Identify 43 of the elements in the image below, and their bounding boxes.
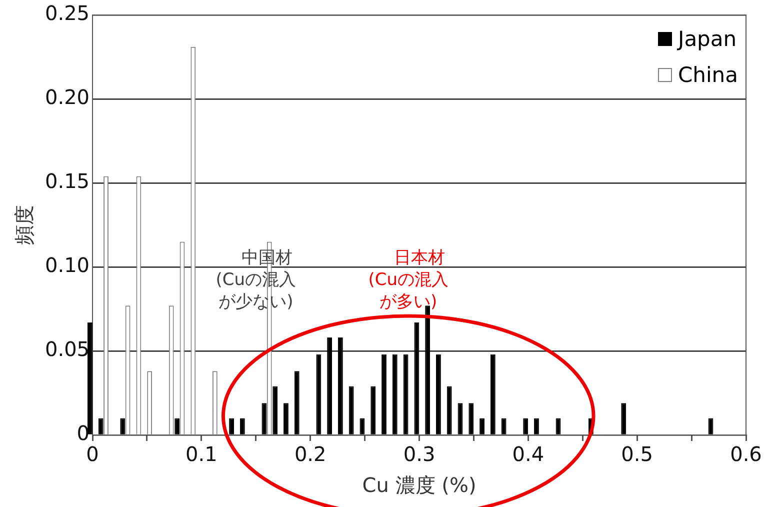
bar bbox=[294, 371, 300, 434]
bar bbox=[98, 418, 104, 434]
bar bbox=[534, 418, 539, 434]
bar bbox=[229, 418, 234, 434]
bar bbox=[174, 418, 180, 434]
bar bbox=[523, 418, 528, 434]
bar bbox=[436, 354, 441, 434]
y-tick-label: 0.05 bbox=[45, 337, 90, 362]
bar bbox=[468, 403, 474, 434]
bar bbox=[240, 418, 245, 434]
bar bbox=[370, 386, 376, 434]
bar bbox=[490, 354, 496, 434]
bar bbox=[392, 354, 398, 434]
x-axis-title: Cu 濃度 (%) bbox=[362, 473, 476, 498]
x-tick-label: 0.6 bbox=[730, 442, 762, 466]
bar bbox=[338, 338, 343, 434]
x-tick-label: 0.2 bbox=[294, 442, 326, 466]
legend-label: Japan bbox=[678, 26, 737, 53]
y-axis-title: 頻度 bbox=[12, 205, 36, 245]
y-tick-label: 0.20 bbox=[45, 85, 90, 110]
bar bbox=[621, 403, 626, 434]
bar bbox=[501, 418, 506, 434]
bar bbox=[480, 418, 484, 434]
legend-label: China bbox=[678, 62, 738, 89]
y-tick-label: 0 bbox=[76, 421, 90, 446]
x-tick-label: 0.5 bbox=[621, 442, 653, 466]
bar bbox=[272, 386, 278, 434]
y-tick-label: 0.25 bbox=[45, 1, 90, 26]
bar bbox=[262, 403, 267, 434]
bar bbox=[414, 322, 420, 434]
annotation: 日本材(Cuの混入が多い) bbox=[367, 246, 450, 313]
bar bbox=[316, 354, 322, 434]
y-tick-label: 0.10 bbox=[45, 253, 90, 278]
x-tick-label: 0.4 bbox=[512, 442, 544, 466]
bar bbox=[446, 386, 452, 434]
x-tick-label: 0.3 bbox=[403, 442, 436, 466]
bar bbox=[120, 418, 126, 434]
bar bbox=[382, 354, 386, 434]
x-tick-label: 0.1 bbox=[186, 442, 218, 466]
y-tick-label: 0.15 bbox=[45, 169, 90, 194]
bar bbox=[87, 322, 92, 434]
bar bbox=[348, 386, 354, 434]
bar bbox=[284, 403, 288, 434]
